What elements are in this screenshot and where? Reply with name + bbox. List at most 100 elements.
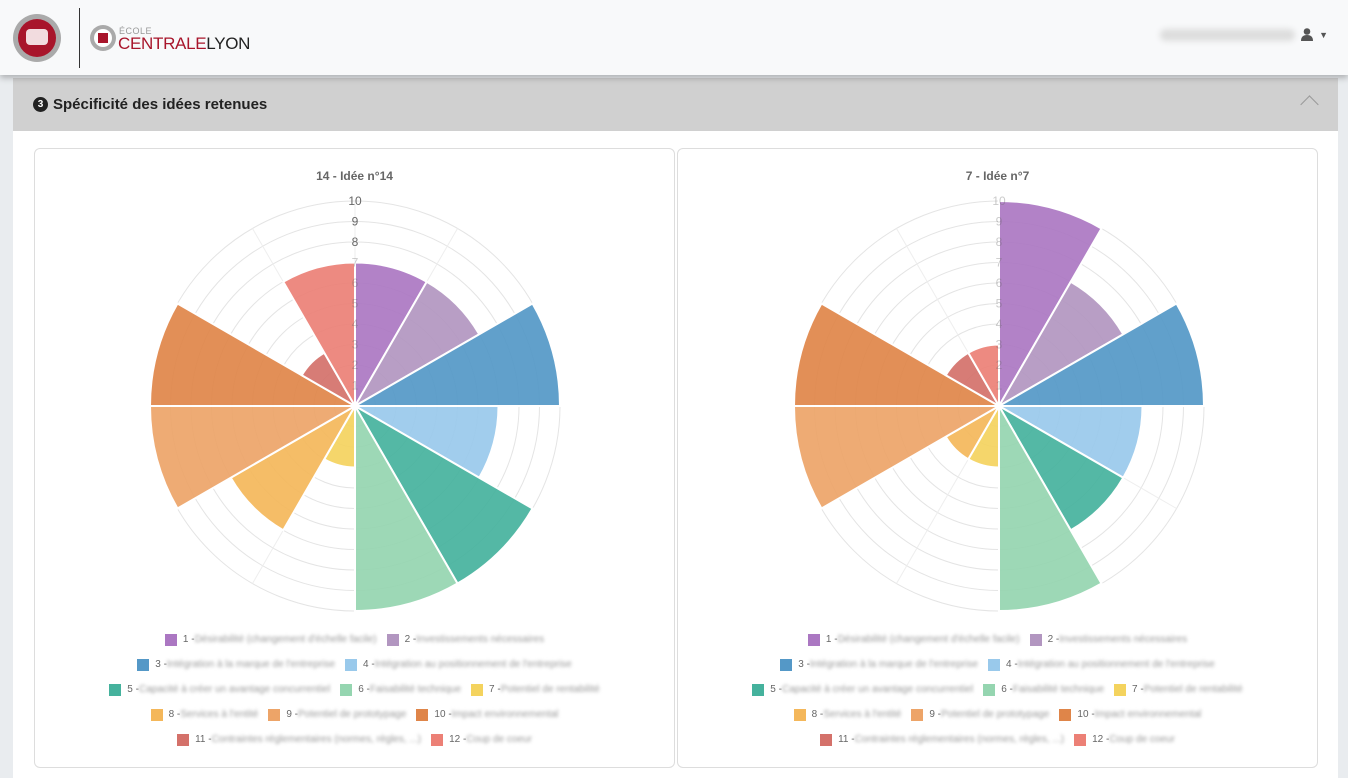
legend-number: 5 -	[127, 684, 139, 695]
legend-item-3[interactable]: 3 - Intégration à la marque de l'entrepr…	[137, 658, 335, 671]
legend-label: Impact environnemental	[1094, 709, 1202, 720]
tick-label: 6	[352, 276, 359, 290]
chart-legend: 1 - Désirabilité (changement d'échelle f…	[678, 627, 1317, 752]
legend-swatch	[177, 733, 190, 746]
legend-item-2[interactable]: 2 - Investissements nécessaires	[386, 633, 545, 646]
tick-label: 3	[996, 338, 1003, 352]
legend-swatch	[164, 633, 177, 646]
legend-swatch	[911, 708, 924, 721]
polar-segment-12[interactable]	[281, 261, 356, 410]
polar-segment-12[interactable]	[966, 343, 1000, 410]
legend-swatch	[1074, 733, 1087, 746]
tick-label: 7	[352, 256, 359, 270]
legend-number: 12 -	[449, 734, 467, 745]
legend-swatch	[807, 633, 820, 646]
tick-label: 7	[996, 256, 1003, 270]
legend-item-9[interactable]: 9 - Potentiel de prototypage	[268, 708, 407, 721]
legend-item-12[interactable]: 12 - Coup de coeur	[1074, 733, 1175, 746]
legend-label: Potentiel de prototypage	[941, 709, 1050, 720]
legend-number: 10 -	[434, 709, 452, 720]
polar-segment-10[interactable]	[792, 302, 1003, 407]
legend-label: Désirabilité (changement d'échelle facil…	[837, 634, 1020, 645]
legend-item-11[interactable]: 11 - Contraintes réglementaires (normes,…	[177, 733, 421, 746]
legend-label: Faisabilité technique	[1012, 684, 1105, 695]
legend-number: 8 -	[168, 709, 181, 720]
polar-segment-3[interactable]	[995, 302, 1206, 407]
polar-segment-1[interactable]	[998, 199, 1103, 410]
club-logo[interactable]	[12, 13, 62, 63]
legend-label: Capacité à créer un avantage concurrenti…	[138, 684, 331, 695]
legend-swatch	[109, 683, 122, 696]
top-navbar: ÉCOLE CENTRALELYON ▼	[0, 0, 1348, 75]
legend-number: 2 -	[1047, 634, 1060, 645]
legend-item-6[interactable]: 6 - Faisabilité technique	[340, 683, 462, 696]
legend-label: Faisabilité technique	[369, 684, 462, 695]
legend-swatch	[340, 683, 353, 696]
panel-header[interactable]: 3 Spécificité des idées retenues	[13, 78, 1338, 131]
legend-swatch	[471, 683, 484, 696]
tick-label: 3	[352, 338, 359, 352]
legend-item-2[interactable]: 2 - Investissements nécessaires	[1029, 633, 1187, 646]
polar-segment-6[interactable]	[998, 402, 1103, 613]
tick-label: 5	[352, 297, 359, 311]
legend-item-1[interactable]: 1 - Désirabilité (changement d'échelle f…	[164, 633, 377, 646]
legend-item-3[interactable]: 3 - Intégration à la marque de l'entrepr…	[780, 658, 978, 671]
legend-item-12[interactable]: 12 - Coup de coeur	[431, 733, 532, 746]
ecl-logo-icon	[90, 25, 116, 51]
tick-label: 10	[348, 194, 362, 208]
legend-number: 6 -	[1001, 684, 1013, 695]
legend-item-5[interactable]: 5 - Capacité à créer un avantage concurr…	[752, 683, 973, 696]
tick-label: 2	[996, 358, 1003, 372]
legend-item-11[interactable]: 11 - Contraintes réglementaires (normes,…	[820, 733, 1064, 746]
section-title: Spécificité des idées retenues	[53, 96, 268, 113]
brand-lyon: LYON	[206, 34, 251, 53]
legend-item-1[interactable]: 1 - Désirabilité (changement d'échelle f…	[807, 633, 1020, 646]
brand-centrale: CENTRALE	[118, 34, 207, 53]
legend-label: Investissements nécessaires	[416, 634, 545, 645]
legend-number: 4 -	[363, 659, 375, 670]
legend-number: 4 -	[1006, 659, 1018, 670]
legend-item-5[interactable]: 5 - Capacité à créer un avantage concurr…	[109, 683, 331, 696]
legend-row: 11 - Contraintes réglementaires (normes,…	[35, 727, 674, 752]
tick-label: 5	[996, 297, 1003, 311]
username-blurred	[1160, 28, 1296, 41]
legend-item-8[interactable]: 8 - Services à l'entité	[150, 708, 258, 721]
school-name[interactable]: CENTRALELYON	[118, 34, 250, 54]
legend-label: Coup de coeur	[466, 734, 532, 745]
legend-swatch	[983, 683, 996, 696]
chart-card-idea-7: 7 - Idée n°7 1 2 3 4 5 6 7 8 9 10 1 - Désirabilit…	[677, 148, 1318, 768]
legend-item-4[interactable]: 4 - Intégration au positionnement de l'e…	[988, 658, 1215, 671]
legend-label: Potentiel de prototypage	[298, 709, 407, 720]
legend-item-10[interactable]: 10 - Impact environnemental	[416, 708, 558, 721]
legend-item-4[interactable]: 4 - Intégration au positionnement de l'e…	[345, 658, 572, 671]
legend-item-6[interactable]: 6 - Faisabilité technique	[983, 683, 1105, 696]
polar-segment-3[interactable]	[351, 302, 562, 407]
chart-legend: 1 - Désirabilité (changement d'échelle f…	[35, 627, 674, 752]
chevron-up-icon[interactable]	[1300, 95, 1319, 114]
tick-label: 8	[996, 235, 1003, 249]
polar-segment-6[interactable]	[354, 402, 459, 613]
legend-swatch	[988, 658, 1001, 671]
polar-segment-5[interactable]	[352, 403, 534, 585]
legend-swatch	[137, 658, 150, 671]
chart-title: 14 - Idée n°14	[316, 169, 393, 183]
legend-item-10[interactable]: 10 - Impact environnemental	[1059, 708, 1202, 721]
legend-number: 6 -	[358, 684, 370, 695]
legend-number: 5 -	[770, 684, 782, 695]
polar-segment-9[interactable]	[792, 405, 1003, 510]
legend-item-8[interactable]: 8 - Services à l'entité	[793, 708, 902, 721]
polar-segment-10[interactable]	[148, 302, 359, 407]
legend-swatch	[1029, 633, 1042, 646]
legend-swatch	[268, 708, 281, 721]
tick-label: 8	[352, 235, 359, 249]
legend-item-7[interactable]: 7 - Potentiel de rentabilité	[471, 683, 600, 696]
user-menu[interactable]: ▼	[1160, 28, 1328, 41]
polar-segment-9[interactable]	[148, 405, 359, 510]
legend-item-7[interactable]: 7 - Potentiel de rentabilité	[1114, 683, 1243, 696]
polar-area-chart: 1 2 3 4 5 6 7 8 9 10	[792, 194, 1206, 613]
school-small: ÉCOLE	[119, 26, 153, 36]
legend-item-9[interactable]: 9 - Potentiel de prototypage	[911, 708, 1050, 721]
legend-row: 3 - Intégration à la marque de l'entrepr…	[35, 652, 674, 677]
legend-number: 1 -	[182, 634, 195, 645]
legend-label: Services à l'entité	[823, 709, 902, 720]
